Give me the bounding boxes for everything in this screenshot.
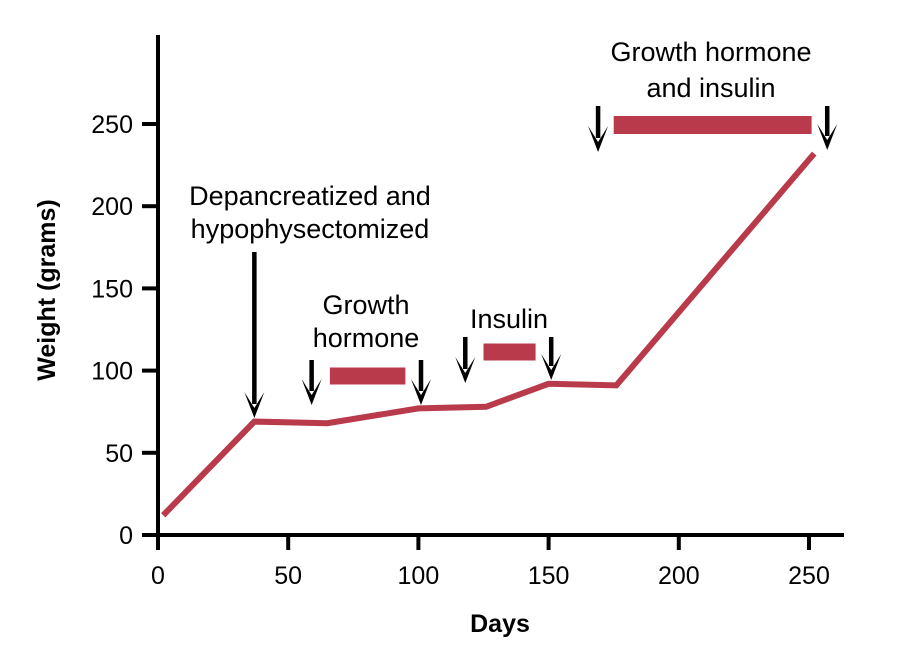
x-tick-label: 200 <box>658 562 700 590</box>
gh-insulin-treatment-bar <box>613 116 812 134</box>
axes <box>142 35 844 548</box>
x-tick-label: 50 <box>274 562 302 590</box>
insulin-treatment-bar <box>483 343 536 361</box>
arrow-head-icon <box>455 357 476 383</box>
growth-hormone-start-arrow <box>301 360 322 405</box>
y-tick-label: 200 <box>91 193 133 221</box>
gh-insulin-end-arrow <box>817 106 838 150</box>
arrow-head-icon <box>244 392 265 418</box>
gh-insulin-start-arrow <box>588 106 609 152</box>
arrow-head-icon <box>301 379 322 405</box>
annotation-label: Growth <box>322 290 409 320</box>
x-tick-label: 250 <box>788 562 830 590</box>
arrow-head-icon <box>817 124 838 150</box>
y-tick-label: 250 <box>91 111 133 139</box>
annotation-label: Insulin <box>470 304 548 334</box>
series-layer <box>161 151 817 518</box>
weight-series-line <box>161 151 817 518</box>
annotation-label: Growth hormone <box>610 37 811 67</box>
annotation-label: and insulin <box>646 73 775 103</box>
annotation-label: hypophysectomized <box>191 214 430 244</box>
x-tick-label: 100 <box>398 562 440 590</box>
arrow-head-icon <box>541 354 562 380</box>
x-axis-title: Days <box>470 610 530 638</box>
annotation-label: Depancreatized and <box>189 181 431 211</box>
insulin-end-arrow <box>541 337 562 380</box>
y-ticks: 0 50 100 150 200 250 <box>91 111 158 550</box>
x-ticks: 0 50 100 150 200 250 <box>151 535 830 590</box>
depancreatized-arrow <box>244 252 265 418</box>
growth-hormone-end-arrow <box>411 360 432 405</box>
y-tick-label: 100 <box>91 358 133 386</box>
y-axis-title: Weight (grams) <box>33 199 61 381</box>
growth-hormone-treatment-bar <box>329 367 406 385</box>
insulin-start-arrow <box>455 337 476 383</box>
arrow-head-icon <box>588 126 609 152</box>
x-tick-label: 0 <box>151 562 165 590</box>
y-tick-label: 0 <box>119 522 133 550</box>
y-tick-label: 150 <box>91 275 133 303</box>
x-tick-label: 150 <box>528 562 570 590</box>
y-tick-label: 50 <box>105 440 133 468</box>
arrow-head-icon <box>411 379 432 405</box>
annotation-label: hormone <box>313 323 420 353</box>
